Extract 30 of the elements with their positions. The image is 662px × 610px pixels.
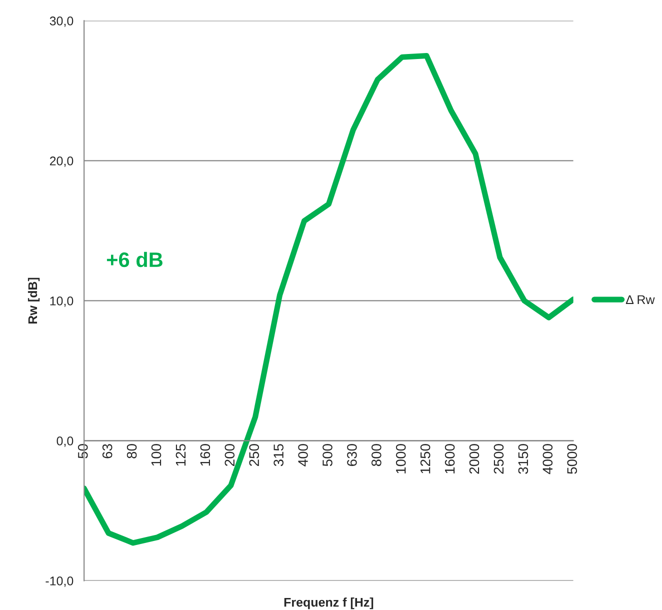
x-tick-label: 50 [78, 444, 88, 458]
x-tick-label: 200 [224, 444, 235, 466]
y-tick-label: 30,0 [50, 16, 74, 27]
x-tick-label: 315 [274, 444, 284, 466]
legend-label: Δ Rw [626, 295, 655, 304]
x-tick-label: 100 [151, 444, 162, 466]
x-tick-label: 5000 [567, 444, 578, 474]
x-tick-label: 160 [200, 444, 210, 466]
x-tick-label: 125 [176, 444, 186, 466]
x-tick-label: 1000 [396, 444, 406, 474]
x-tick-label: 400 [298, 444, 308, 466]
x-tick-label: 800 [372, 444, 382, 466]
x-tick-label: 3150 [518, 444, 528, 474]
x-tick-label: 630 [347, 444, 357, 466]
x-tick-label: 1250 [420, 444, 430, 474]
x-tick-label: 250 [249, 444, 260, 466]
x-tick-label: 63 [102, 444, 112, 458]
y-tick-label: -10,0 [46, 576, 74, 587]
x-tick-label: 4000 [542, 444, 553, 474]
x-axis-title: Frequenz f [Hz] [284, 598, 374, 610]
y-tick-label: 10,0 [50, 296, 74, 307]
x-tick-label: 2000 [469, 444, 480, 474]
annotation: +6 dB [106, 252, 162, 268]
x-tick-label: 80 [126, 444, 137, 458]
y-tick-label: 0,0 [56, 436, 74, 447]
y-tick-label: 20,0 [50, 156, 74, 167]
y-axis-title: Rw [dB] [28, 278, 40, 324]
x-tick-label: 1600 [444, 444, 455, 474]
x-tick-label: 2500 [494, 444, 504, 474]
x-tick-label: 500 [322, 444, 332, 466]
